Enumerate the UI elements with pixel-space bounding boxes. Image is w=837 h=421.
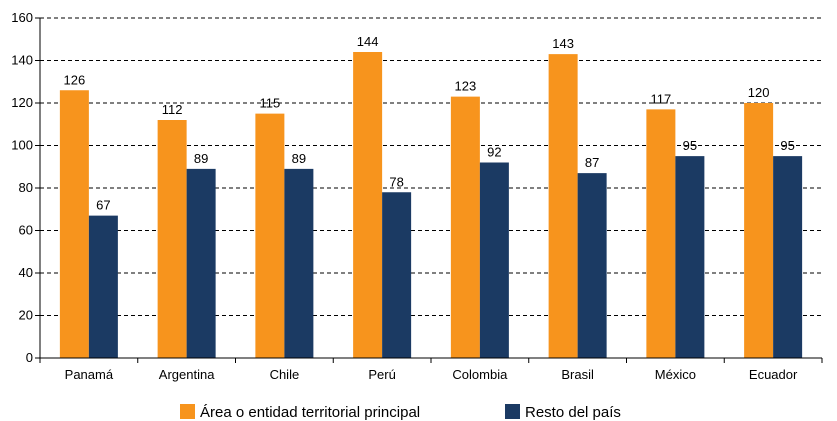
y-tick-label: 0 — [26, 350, 33, 365]
bar-resto-del-pais — [186, 168, 216, 358]
x-tick-label: Colombia — [452, 367, 508, 382]
legend: Área o entidad territorial principal Res… — [180, 404, 621, 421]
bar-area-principal — [157, 120, 187, 358]
y-tick-label: 40 — [19, 265, 33, 280]
y-tick-label: 100 — [11, 138, 33, 153]
bar-area-principal — [450, 96, 480, 358]
data-label: 95 — [683, 138, 697, 153]
data-label: 89 — [292, 151, 306, 166]
data-label: 144 — [357, 34, 379, 49]
legend-label-area-principal: Área o entidad territorial principal — [200, 404, 420, 421]
bar-resto-del-pais — [88, 215, 118, 358]
data-label: 95 — [780, 138, 794, 153]
data-label: 87 — [585, 155, 599, 170]
data-label: 126 — [64, 72, 86, 87]
bar-area-principal — [59, 90, 89, 358]
bar-area-principal — [548, 54, 578, 358]
bar-resto-del-pais — [479, 162, 509, 358]
bar-resto-del-pais — [284, 168, 314, 358]
x-tick-label: Perú — [368, 367, 395, 382]
bar-area-principal — [744, 103, 774, 358]
x-tick-label: Brasil — [561, 367, 594, 382]
data-label: 123 — [455, 79, 477, 94]
legend-swatch-resto-del-pais — [505, 404, 520, 419]
y-tick-label: 140 — [11, 53, 33, 68]
gridlines — [40, 17, 822, 316]
data-label: 78 — [389, 174, 403, 189]
y-tick-label: 80 — [19, 180, 33, 195]
bars — [59, 52, 803, 358]
legend-swatch-area-principal — [180, 404, 195, 419]
bar-resto-del-pais — [382, 192, 412, 358]
data-label: 120 — [748, 85, 770, 100]
data-label: 67 — [96, 198, 110, 213]
data-label: 112 — [162, 102, 183, 117]
data-label: 89 — [194, 151, 208, 166]
x-tick-label: Chile — [270, 367, 300, 382]
y-tick-label: 160 — [11, 10, 33, 25]
bar-resto-del-pais — [773, 156, 803, 358]
data-label: 92 — [487, 145, 501, 160]
bar-area-principal — [353, 52, 383, 358]
x-tick-label: Argentina — [159, 367, 215, 382]
bar-resto-del-pais — [577, 173, 607, 358]
legend-label-resto-del-pais: Resto del país — [525, 404, 621, 421]
y-tick-label: 60 — [19, 223, 33, 238]
x-tick-label: Panamá — [65, 367, 114, 382]
y-tick-label: 120 — [11, 95, 33, 110]
data-label: 117 — [651, 91, 672, 106]
x-tick-label: México — [655, 367, 696, 382]
bar-area-principal — [255, 113, 285, 358]
data-label: 115 — [260, 96, 281, 111]
bar-resto-del-pais — [675, 156, 705, 358]
data-label: 143 — [552, 36, 574, 51]
bar-area-principal — [646, 109, 676, 358]
data-labels: 126 67 112 89 115 89 144 78 123 92 143 87 117 95 120 95 — [64, 34, 795, 213]
y-tick-label: 20 — [19, 308, 33, 323]
x-tick-label: Ecuador — [749, 367, 798, 382]
axes: 0 20 40 60 80 100 120 140 160 Panamá Argentina Chil… — [11, 10, 823, 382]
